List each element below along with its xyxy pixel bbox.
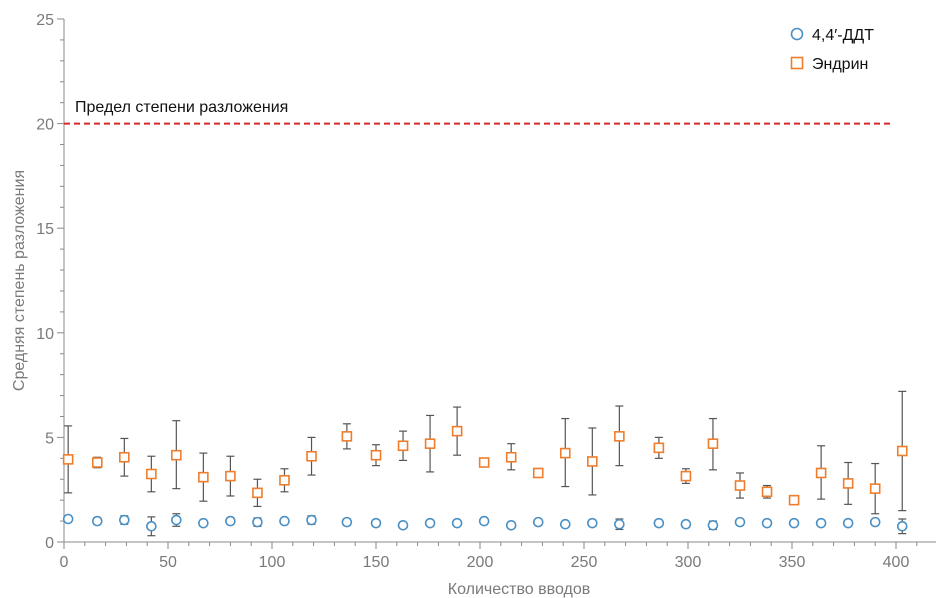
- endrin-point: [225, 470, 236, 482]
- endrin-point: [146, 468, 157, 480]
- endrin-point: [397, 440, 409, 452]
- endrin-point: [424, 438, 436, 449]
- x-tick-label: 300: [675, 554, 702, 571]
- endrin-point: [451, 425, 463, 437]
- ddt-point: [91, 515, 103, 527]
- endrin-point: [842, 478, 854, 489]
- ddt-point: [478, 515, 490, 527]
- points-group: [62, 390, 908, 537]
- endrin-point: [869, 483, 881, 494]
- ddt-point: [587, 517, 598, 529]
- x-tick-label: 100: [259, 554, 286, 571]
- endrin-point: [198, 471, 209, 483]
- x-axis-title: Количество вводов: [448, 581, 590, 598]
- y-tick-label: 0: [45, 535, 54, 552]
- endrin-point: [62, 454, 74, 465]
- ddt-point: [341, 516, 353, 528]
- endrin-point: [252, 487, 263, 499]
- endrin-point: [707, 438, 719, 449]
- x-tick-label: 400: [883, 554, 910, 571]
- y-tick-label: 5: [45, 430, 54, 447]
- endrin-point: [559, 447, 571, 459]
- ddt-point: [252, 516, 263, 528]
- endrin-point: [119, 451, 130, 463]
- legend-marker-endrin: [790, 56, 804, 70]
- endrin-point: [761, 486, 773, 498]
- ddt-point: [424, 517, 436, 529]
- ddt-point: [451, 517, 463, 529]
- ddt-point: [370, 517, 382, 529]
- endrin-point: [680, 470, 692, 482]
- x-tick-label: 0: [60, 554, 69, 571]
- legend: 4,4′-ДДТ Эндрин: [790, 27, 874, 73]
- endrin-point: [341, 431, 353, 442]
- endrin-point: [279, 474, 290, 486]
- endrin-point: [91, 457, 103, 468]
- endrin-point: [896, 445, 908, 457]
- ddt-point: [171, 514, 182, 526]
- legend-label-endrin: Эндрин: [812, 56, 868, 73]
- ddt-point: [788, 517, 800, 529]
- ddt-point: [653, 517, 665, 529]
- ddt-point: [707, 519, 719, 531]
- ddt-point: [842, 517, 854, 529]
- ddt-point: [896, 521, 908, 532]
- endrin-point: [614, 431, 625, 442]
- ddt-point: [559, 518, 571, 530]
- ddt-point: [869, 516, 881, 528]
- y-tick-label: 20: [36, 117, 54, 134]
- ddt-point: [225, 515, 236, 527]
- ddt-point: [614, 518, 625, 530]
- x-tick-label: 50: [159, 554, 177, 571]
- endrin-point: [653, 442, 665, 454]
- ddt-point: [680, 518, 692, 530]
- ddt-point: [734, 516, 746, 528]
- endrin-point: [788, 494, 800, 506]
- y-tick-label: 10: [36, 326, 54, 343]
- ddt-point: [306, 514, 317, 526]
- ddt-point: [397, 519, 409, 531]
- ddt-point: [119, 514, 130, 526]
- y-axis-title: Средняя степень разложения: [11, 170, 28, 391]
- ddt-point: [198, 517, 209, 529]
- ddt-point: [146, 521, 157, 532]
- endrin-point: [370, 449, 382, 461]
- legend-label-ddt: 4,4′-ДДТ: [812, 27, 874, 44]
- y-tick-label: 25: [36, 12, 54, 29]
- endrin-point: [815, 467, 827, 479]
- legend-marker-ddt: [790, 27, 804, 41]
- x-tick-label: 200: [467, 554, 494, 571]
- endrin-point: [306, 450, 317, 462]
- endrin-point: [478, 457, 490, 468]
- x-tick-label: 350: [779, 554, 806, 571]
- ddt-point: [279, 515, 290, 527]
- ddt-point: [815, 517, 827, 529]
- y-tick-label: 15: [36, 221, 54, 238]
- threshold-label: Предел степени разложения: [75, 99, 288, 116]
- endrin-point: [171, 449, 182, 461]
- endrin-point: [587, 456, 598, 467]
- x-tick-label: 150: [363, 554, 390, 571]
- ddt-point: [505, 519, 517, 531]
- ddt-point: [62, 513, 74, 525]
- endrin-point: [505, 451, 517, 463]
- x-tick-label: 250: [571, 554, 598, 571]
- endrin-point: [532, 467, 544, 479]
- endrin-point: [734, 480, 746, 491]
- ddt-point: [532, 516, 544, 528]
- ddt-point: [761, 517, 773, 529]
